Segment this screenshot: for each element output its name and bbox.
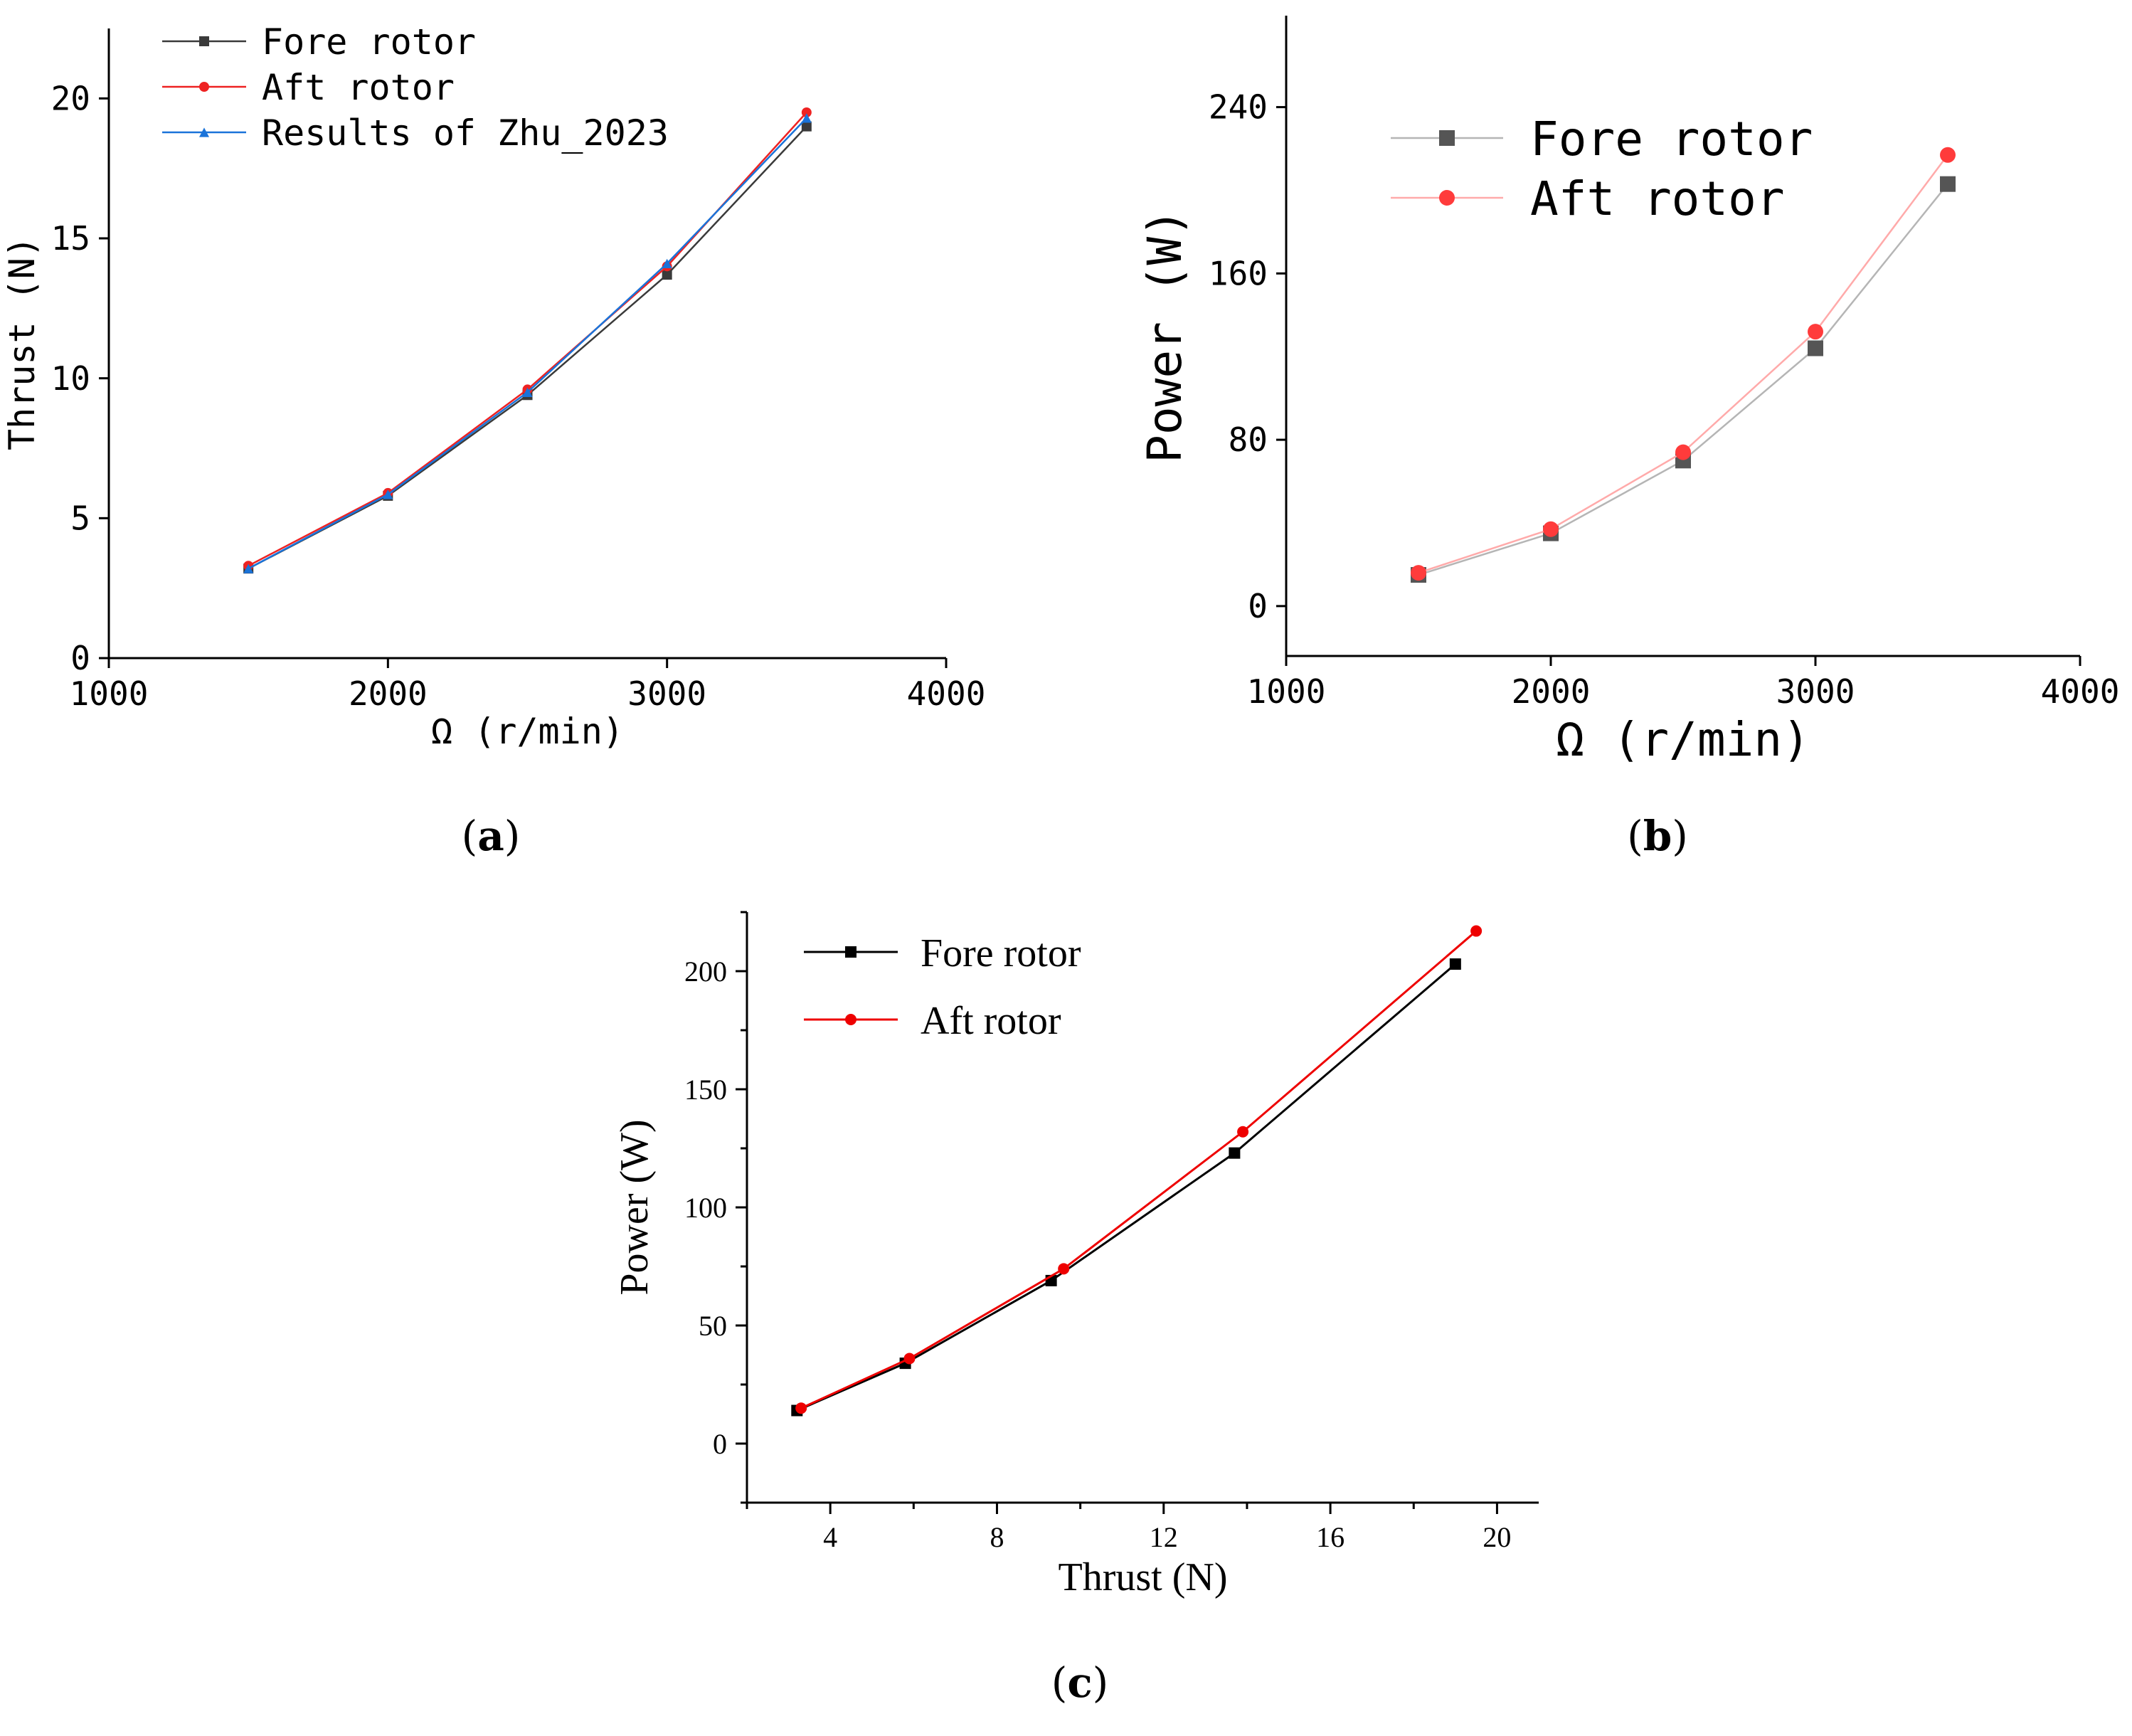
x-axis-title: Ω (r/min)	[1556, 712, 1810, 767]
chart-a: 1000 2000 3000 4000 0 5 10 15 20 Ω (r/min) Thrust …	[1, 21, 985, 860]
legend: Fore rotor Aft rotor	[804, 931, 1081, 1043]
data-point	[1940, 176, 1956, 192]
y-tick-label: 100	[684, 1192, 727, 1224]
data-point	[522, 387, 533, 397]
series-results-of-zhu-2023	[243, 113, 812, 573]
data-point	[801, 107, 812, 117]
y-tick-label: 0	[713, 1428, 727, 1460]
y-tick-label: 200	[684, 956, 727, 988]
data-point	[801, 121, 812, 132]
panel-label: (b)	[1627, 812, 1688, 860]
legend-label: Aft rotor	[262, 67, 455, 108]
data-point	[1229, 1147, 1241, 1159]
data-point	[1675, 444, 1691, 460]
x-tick-label: 4000	[907, 674, 986, 713]
y-tick-label: 15	[51, 219, 90, 258]
x-tick-label: 12	[1150, 1521, 1178, 1553]
x-axis-title: Thrust (N)	[1059, 1555, 1228, 1599]
data-point	[1058, 1263, 1070, 1275]
series-aft-rotor	[1411, 147, 1956, 581]
y-tick-label: 10	[51, 359, 90, 398]
y-axis-title: Thrust (N)	[1, 236, 43, 450]
x-tick-label: 2000	[349, 674, 428, 713]
legend-marker	[1439, 190, 1455, 206]
legend-marker	[1439, 130, 1455, 146]
y-tick-label: 0	[1248, 587, 1268, 625]
data-point	[1470, 925, 1483, 937]
legend-label: Fore rotor	[921, 931, 1081, 975]
data-point	[662, 270, 672, 280]
y-axis-title: Power (W)	[612, 1119, 657, 1295]
data-point	[1808, 324, 1823, 340]
y-tick-label: 50	[699, 1310, 727, 1342]
y-tick-label: 240	[1209, 88, 1268, 127]
data-point	[795, 1402, 807, 1414]
data-point	[801, 113, 812, 123]
y-tick-label: 160	[1209, 254, 1268, 292]
y-tick-label: 0	[70, 639, 90, 677]
data-point	[1449, 958, 1461, 970]
panel-label: (c)	[1051, 1658, 1109, 1707]
panel-label: (a)	[462, 812, 521, 860]
data-point	[903, 1353, 916, 1365]
data-point	[1237, 1126, 1249, 1138]
series-line	[1418, 183, 1948, 576]
legend-label: Results of Zhu_2023	[262, 112, 669, 154]
legend-marker	[199, 36, 209, 46]
x-tick-label: 4000	[2041, 672, 2120, 711]
series-line	[796, 963, 1456, 1412]
series-line	[248, 125, 807, 570]
x-tick-label: 2000	[1512, 672, 1591, 711]
x-tick-label: 3000	[627, 674, 706, 713]
x-tick-label: 3000	[1776, 672, 1855, 711]
y-tick-label: 150	[684, 1074, 727, 1106]
data-point	[1411, 565, 1426, 581]
data-point	[1940, 147, 1956, 163]
x-tick-label: 20	[1483, 1521, 1511, 1553]
series-fore-rotor	[1411, 176, 1956, 583]
x-tick-label: 4	[823, 1521, 837, 1553]
y-axis-title: Power (W)	[1137, 208, 1192, 463]
data-point	[243, 563, 254, 573]
y-tick-label: 20	[51, 79, 90, 117]
x-tick-label: 8	[990, 1521, 1004, 1553]
y-tick-label: 5	[70, 499, 90, 537]
y-tick-label: 80	[1229, 420, 1268, 459]
series-line	[248, 117, 807, 570]
data-point	[1808, 340, 1823, 356]
chart-b: 1000 2000 3000 4000 0 80 160 240 Ω (r/min) Power …	[1137, 16, 2119, 860]
series-aft-rotor	[795, 925, 1483, 1414]
x-tick-label: 1000	[1247, 672, 1326, 711]
legend-marker	[845, 1014, 856, 1025]
data-point	[1543, 521, 1559, 537]
series-fore-rotor	[791, 958, 1461, 1417]
x-axis-title: Ω (r/min)	[431, 711, 624, 752]
legend-marker	[199, 127, 209, 137]
series-fore-rotor	[243, 121, 812, 574]
series-line	[248, 112, 807, 567]
series-aft-rotor	[243, 107, 812, 571]
legend-label: Aft rotor	[1530, 171, 1785, 226]
legend-label: Fore rotor	[262, 21, 476, 63]
legend-marker	[199, 82, 209, 92]
data-point	[383, 489, 393, 499]
legend-marker	[845, 946, 856, 958]
data-point	[662, 258, 672, 269]
legend-label: Aft rotor	[921, 999, 1061, 1043]
x-tick-label: 1000	[70, 674, 149, 713]
series-line	[800, 930, 1478, 1409]
legend-label: Fore rotor	[1530, 112, 1813, 166]
x-tick-label: 16	[1316, 1521, 1345, 1553]
